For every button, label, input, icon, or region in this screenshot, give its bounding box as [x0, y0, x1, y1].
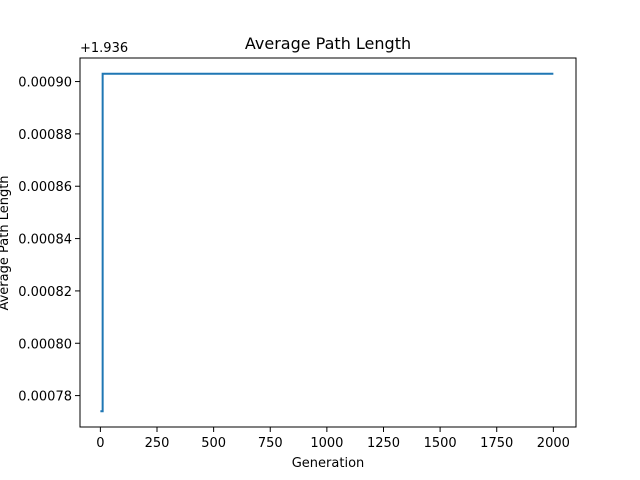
plot-area: 0 250 500 750 1000 1250 1500 1750 2000 0.00078 0.0…	[18, 57, 577, 451]
x-tick-label: 0	[96, 436, 104, 451]
y-tick-label: 0.00082	[18, 285, 72, 300]
axes-frame	[79, 57, 577, 428]
x-tick-label: 250	[145, 436, 170, 451]
y-tick-label: 0.00078	[18, 390, 72, 405]
x-tick-label: 750	[258, 436, 283, 451]
chart-title: Average Path Length	[245, 34, 411, 53]
y-tick-label: 0.00090	[18, 76, 72, 91]
series-line-0	[100, 72, 554, 413]
x-axis-label: Generation	[292, 456, 365, 471]
y-tick-label: 0.00084	[18, 233, 72, 248]
x-tick-label: 1250	[367, 436, 400, 451]
y-tick-label: 0.00088	[18, 128, 72, 143]
y-offset-label: +1.936	[80, 41, 128, 56]
x-tick-label: 500	[201, 436, 226, 451]
x-tick-label: 2000	[537, 436, 570, 451]
y-axis-label: Average Path Length	[0, 175, 12, 310]
y-tick-label: 0.00080	[18, 337, 72, 352]
x-tick-label: 1000	[310, 436, 343, 451]
y-tick-label: 0.00086	[18, 180, 72, 195]
x-tick-label: 1750	[480, 436, 513, 451]
x-tick-label: 1500	[424, 436, 457, 451]
